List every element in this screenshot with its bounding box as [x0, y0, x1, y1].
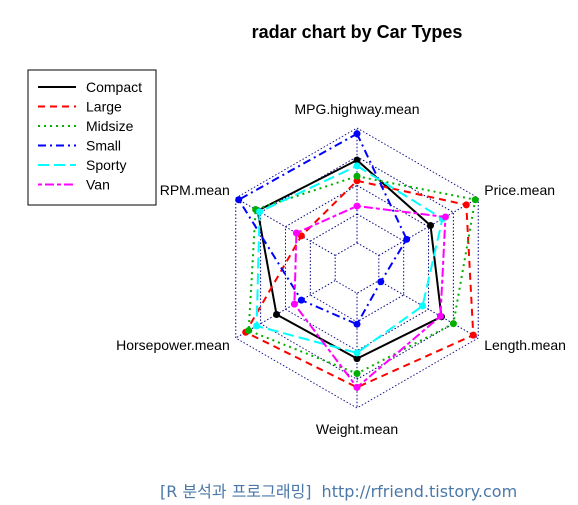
data-point [353, 202, 361, 210]
grid-spoke [235, 197, 336, 256]
data-point [290, 300, 298, 308]
watermark: [R 분석과 프로그래밍] http://rfriend.tistory.com [160, 478, 527, 502]
data-point [235, 196, 243, 204]
axis-label: Length.mean [484, 337, 566, 353]
data-point [353, 349, 361, 357]
data-point [353, 172, 361, 180]
axis-label: RPM.mean [160, 182, 230, 198]
legend-label: Small [86, 138, 121, 154]
data-point [353, 355, 361, 363]
data-point [449, 320, 457, 328]
data-point [469, 331, 477, 339]
chart-title: radar chart by Car Types [252, 22, 463, 42]
data-point [292, 229, 300, 237]
axis-label: Weight.mean [316, 421, 398, 437]
legend-label: Large [86, 99, 122, 115]
data-point [419, 302, 427, 310]
radar-series [235, 130, 479, 391]
legend-label: Midsize [86, 118, 134, 134]
axis-label: Horsepower.mean [116, 337, 230, 353]
data-point [462, 201, 470, 209]
data-point [245, 327, 253, 335]
data-point [427, 222, 435, 230]
data-point [353, 156, 361, 164]
axis-label: MPG.highway.mean [294, 101, 419, 117]
legend-label: Compact [86, 79, 142, 95]
legend-box [27, 69, 157, 206]
legend-label: Sporty [86, 157, 126, 173]
data-point [377, 278, 385, 286]
grid-ring [235, 127, 479, 409]
series-line [255, 164, 444, 354]
data-point [471, 196, 479, 204]
radar-grid [235, 127, 479, 409]
data-point [353, 383, 361, 391]
grid-spoke [235, 280, 336, 339]
data-point [403, 235, 411, 243]
grid-ring [334, 242, 380, 294]
axis-label: Price.mean [484, 182, 555, 198]
grid-spoke [378, 280, 479, 339]
data-point [436, 312, 444, 320]
data-point [353, 162, 361, 170]
data-point [353, 130, 361, 138]
data-point [273, 310, 281, 318]
data-point [353, 370, 361, 378]
data-point [353, 320, 361, 328]
legend: Compact Large Midsize Small Sporty Van [27, 69, 157, 206]
data-point [441, 213, 449, 221]
legend-label: Van [86, 177, 110, 193]
axis-labels: MPG.highway.mean Price.mean Length.mean Wei… [116, 101, 566, 437]
watermark-url: http://rfriend.tistory.com [321, 482, 518, 501]
watermark-left: [R 분석과 프로그래밍] [160, 482, 312, 501]
series-line [237, 132, 408, 326]
series-line [247, 175, 477, 375]
series-line [293, 205, 447, 389]
data-point [253, 322, 261, 330]
data-point [297, 296, 305, 304]
data-point [256, 208, 264, 216]
